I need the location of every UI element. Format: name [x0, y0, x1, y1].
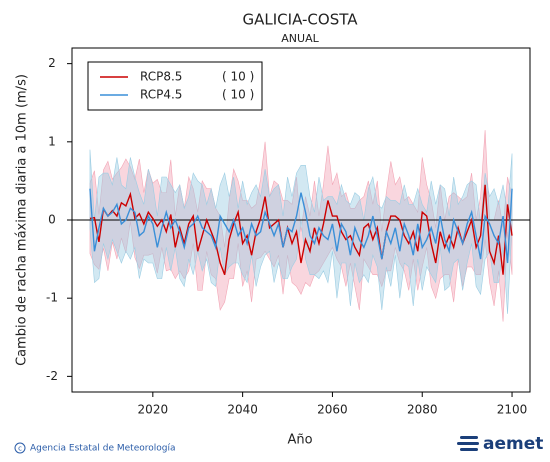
agency-name: Agencia Estatal de Meteorología [30, 444, 176, 454]
legend-label: RCP8.5 [140, 70, 182, 84]
range-band [89, 130, 513, 322]
y-tick-label: 0 [48, 213, 56, 227]
x-tick-label: 2060 [317, 403, 348, 417]
series-line [89, 188, 513, 264]
chart-subtitle: ANUAL [281, 32, 319, 45]
x-tick-label: 2100 [497, 403, 528, 417]
legend-box [87, 61, 263, 111]
logo-text: aemet [483, 434, 543, 454]
y-tick-label: 1 [48, 134, 56, 148]
legend-note: ( 10 ) [222, 88, 254, 102]
y-tick-label: -2 [46, 369, 58, 383]
x-tick-label: 2080 [407, 403, 438, 417]
legend-label: RCP4.5 [140, 88, 182, 102]
logo-icon [457, 436, 479, 451]
range-band [89, 149, 513, 314]
y-axis-label: Cambio de racha máxima diaria a 10m (m/s… [15, 74, 30, 366]
series-line [89, 184, 513, 275]
copyright-mark: c [18, 445, 22, 453]
chart-title: GALICIA-COSTA [243, 11, 359, 29]
x-axis-label: Año [287, 433, 312, 448]
y-tick-label: 2 [48, 56, 56, 70]
x-tick-label: 2040 [227, 403, 258, 417]
x-tick-label: 2020 [138, 403, 169, 417]
y-tick-label: -1 [46, 291, 58, 305]
legend-note: ( 10 ) [222, 70, 254, 84]
copyright-icon [14, 442, 26, 454]
